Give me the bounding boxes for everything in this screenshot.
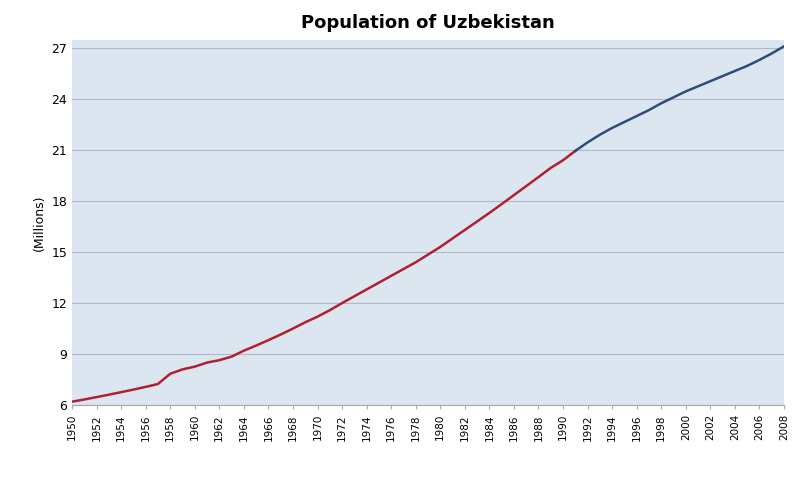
Title: Population of Uzbekistan: Population of Uzbekistan: [301, 14, 555, 33]
Y-axis label: (Millions): (Millions): [33, 194, 46, 250]
